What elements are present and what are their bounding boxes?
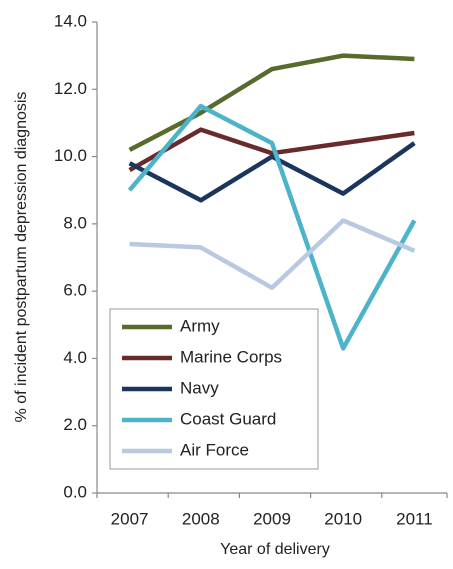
legend-label: Navy [180,378,219,397]
x-tick-label: 2011 [396,509,433,528]
series-line [127,103,417,351]
legend-label: Air Force [180,440,249,459]
x-tick-label: 2010 [324,509,362,528]
y-tick-label: 2.0 [63,415,87,434]
y-tick-label: 10.0 [54,146,87,165]
x-tick-label: 2008 [182,509,220,528]
x-axis-label: Year of delivery [220,541,330,558]
x-tick-label: 2007 [111,509,149,528]
legend-label: Army [180,316,220,335]
y-tick-label: 12.0 [54,79,87,98]
legend-label: Coast Guard [180,409,276,428]
series-line [128,127,415,172]
legend-label: Marine Corps [180,347,282,366]
y-tick-label: 4.0 [63,348,87,367]
series-line [128,141,416,203]
x-tick-label: 2009 [253,509,291,528]
y-tick-label: 14.0 [54,11,87,30]
series-line [128,53,415,152]
y-axis-label: % of incident postpartum depression diag… [13,92,30,423]
series-line [129,218,416,291]
y-tick-label: 0.0 [63,482,87,501]
y-tick-label: 6.0 [63,281,87,300]
y-tick-label: 8.0 [63,213,87,232]
